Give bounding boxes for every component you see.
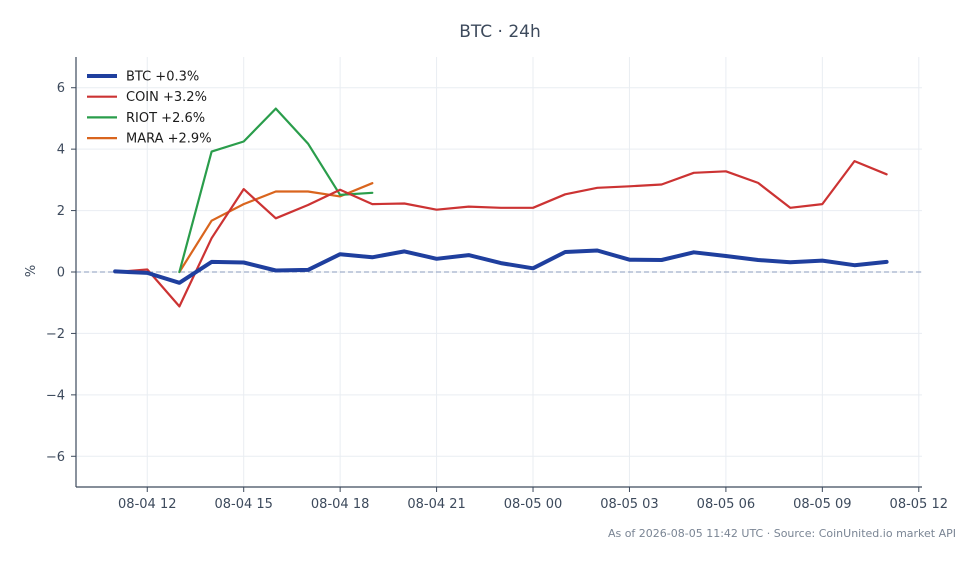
series-lines	[113, 107, 889, 308]
legend-label: MARA +2.9%	[126, 132, 212, 147]
y-axis-label: %	[24, 265, 39, 277]
legend-item-coin: COIN +3.2%	[87, 90, 207, 105]
x-tick-label: 08-05 03	[600, 497, 658, 512]
legend-item-riot: RIOT +2.6%	[87, 111, 205, 126]
x-tick-label: 08-05 12	[890, 497, 948, 512]
x-tick-label: 08-05 00	[504, 497, 562, 512]
series-line-coin	[113, 160, 888, 308]
legend-label: COIN +3.2%	[126, 90, 207, 105]
y-tick-label: 6	[57, 81, 65, 96]
series-line-riot	[178, 107, 374, 274]
legend-item-btc: BTC +0.3%	[87, 70, 199, 85]
x-tick-label: 08-04 18	[311, 497, 369, 512]
legend-label: BTC +0.3%	[126, 70, 199, 85]
y-tick-label: 0	[57, 266, 65, 281]
x-tick-label: 08-04 21	[407, 497, 465, 512]
x-tick-label: 08-04 12	[118, 497, 176, 512]
series-line-btc	[113, 248, 889, 285]
source-footnote: As of 2026-08-05 11:42 UTC · Source: Coi…	[607, 527, 956, 540]
y-tick-label: 2	[57, 204, 65, 219]
x-tick-label: 08-04 15	[214, 497, 272, 512]
legend-item-mara: MARA +2.9%	[87, 132, 212, 147]
series-line-mara	[178, 182, 374, 274]
x-tick-label: 08-05 09	[793, 497, 851, 512]
x-tick-label: 08-05 06	[697, 497, 755, 512]
axes: 08-04 12 08-04 15 08-04 18 08-04 21 08-05 00…	[46, 57, 948, 512]
chart-title: BTC · 24h	[459, 22, 541, 42]
legend: BTC +0.3% COIN +3.2% RIOT +2.6% MARA +2.9%	[87, 70, 212, 147]
y-tick-label: 4	[57, 143, 65, 158]
legend-label: RIOT +2.6%	[126, 111, 205, 126]
y-tick-label: −4	[46, 388, 65, 403]
y-tick-label: −2	[46, 327, 65, 342]
y-tick-label: −6	[46, 450, 65, 465]
